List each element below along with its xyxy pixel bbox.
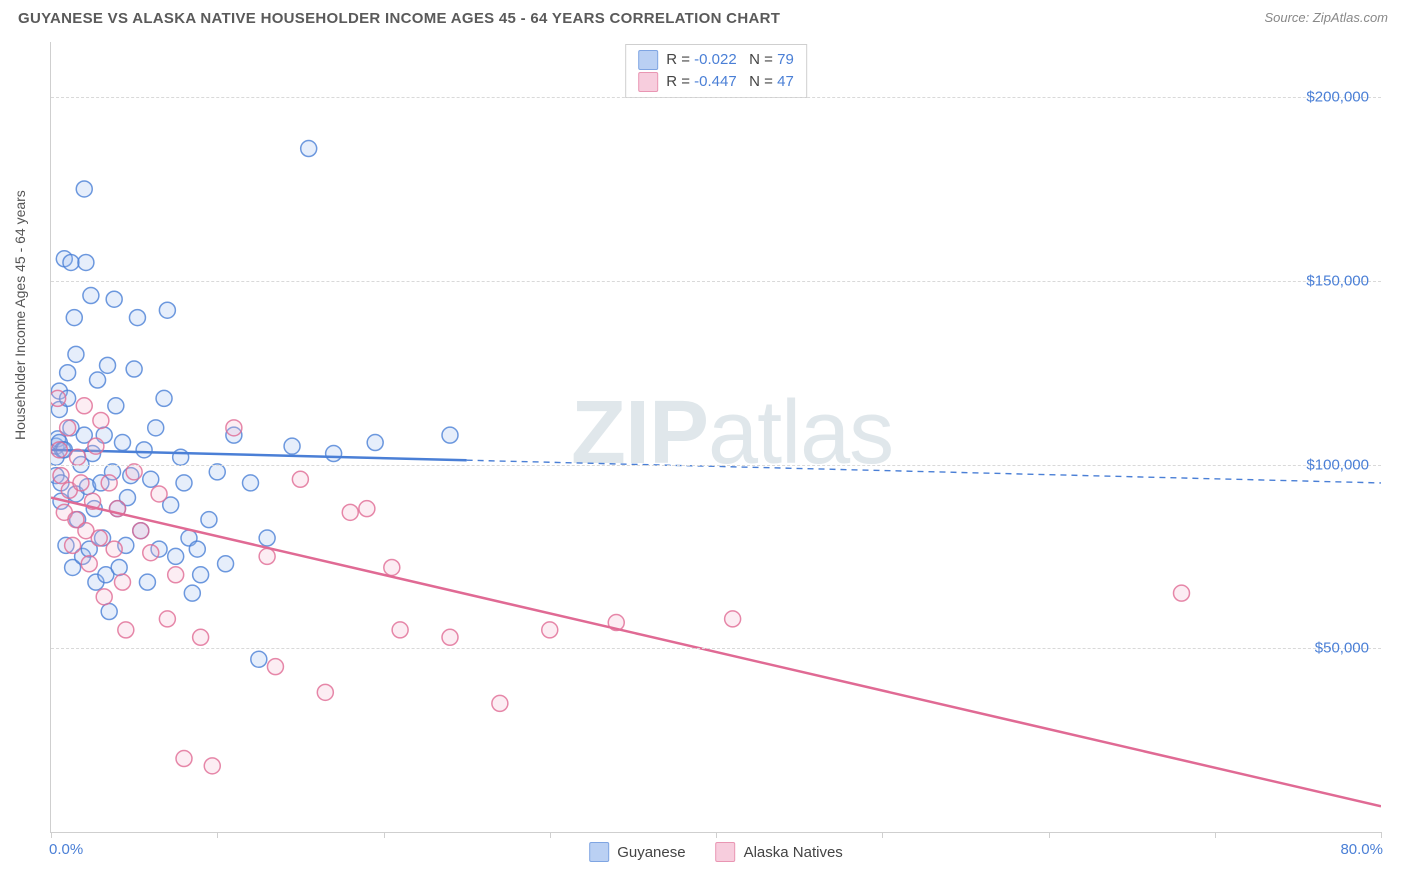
x-tick [716, 832, 717, 838]
legend-item-alaska: Alaska Natives [716, 842, 843, 862]
stats-legend: R = -0.022 N = 79 R = -0.447 N = 47 [625, 44, 807, 98]
x-tick [1215, 832, 1216, 838]
source-label: Source: ZipAtlas.com [1264, 10, 1388, 25]
chart-area: ZIPatlas R = -0.022 N = 79 R = -0.447 N … [50, 42, 1381, 833]
series-legend: Guyanese Alaska Natives [589, 842, 843, 862]
swatch-alaska [638, 72, 658, 92]
gridline [51, 465, 1381, 466]
gridline [51, 648, 1381, 649]
x-tick [1381, 832, 1382, 838]
gridline [51, 281, 1381, 282]
x-tick [384, 832, 385, 838]
stats-row-guyanese: R = -0.022 N = 79 [638, 49, 794, 71]
y-tick-label: $150,000 [1306, 272, 1369, 289]
scatter-plot-svg [51, 42, 1381, 832]
x-tick [1049, 832, 1050, 838]
x-tick [51, 832, 52, 838]
x-tick [217, 832, 218, 838]
chart-title: GUYANESE VS ALASKA NATIVE HOUSEHOLDER IN… [18, 10, 780, 27]
swatch-guyanese [638, 50, 658, 70]
y-tick-label: $50,000 [1315, 640, 1369, 657]
gridline [51, 97, 1381, 98]
stats-row-alaska: R = -0.447 N = 47 [638, 71, 794, 93]
x-tick [550, 832, 551, 838]
x-tick [882, 832, 883, 838]
x-axis-min-label: 0.0% [49, 841, 83, 858]
y-tick-label: $100,000 [1306, 456, 1369, 473]
y-axis-label: Householder Income Ages 45 - 64 years [12, 190, 28, 440]
x-axis-max-label: 80.0% [1340, 841, 1383, 858]
legend-item-guyanese: Guyanese [589, 842, 685, 862]
watermark: ZIPatlas [571, 382, 893, 485]
y-tick-label: $200,000 [1306, 89, 1369, 106]
